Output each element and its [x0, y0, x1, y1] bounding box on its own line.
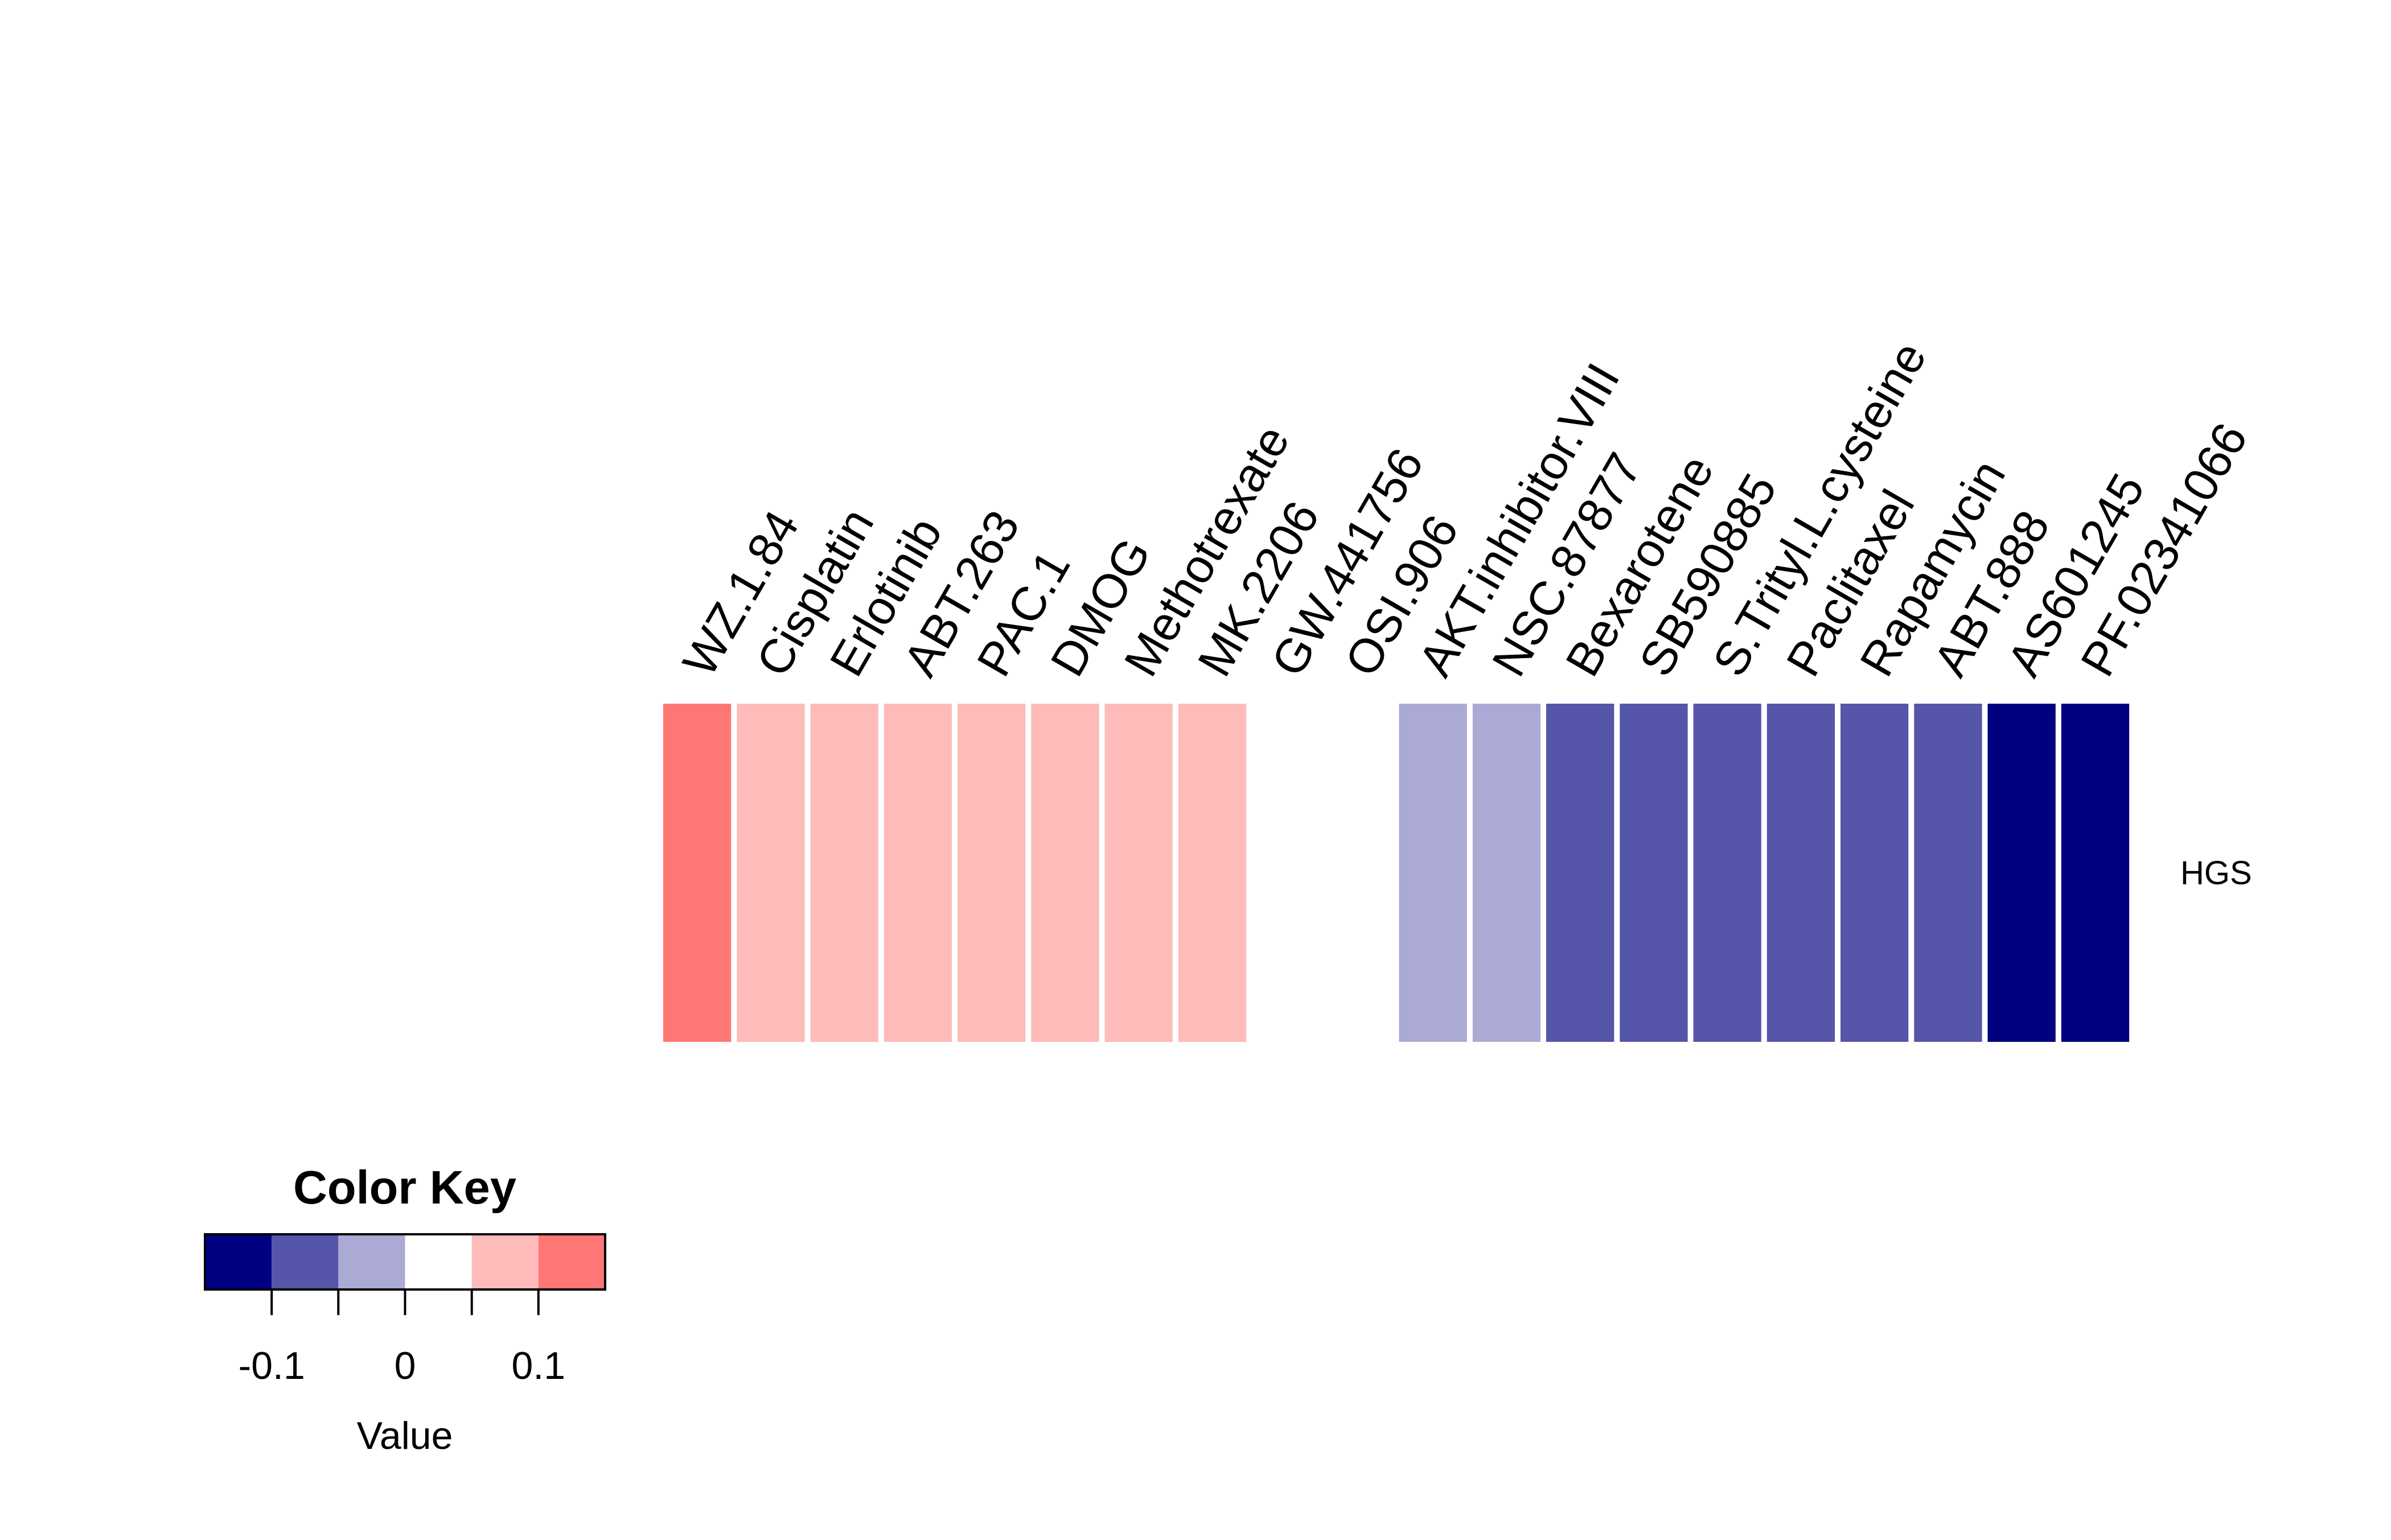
- column-labels: WZ.1.84CisplatinErlotinibABT.263PAC.1DMO…: [672, 333, 2258, 685]
- heatmap-cell: [2061, 704, 2130, 1042]
- color-key: Color Key -0.1 0 0.1 Value: [204, 1161, 606, 1457]
- color-key-ticks: -0.1 0 0.1: [239, 1290, 565, 1387]
- color-key-bin: [538, 1234, 605, 1290]
- color-key-tick-label: -0.1: [239, 1344, 305, 1387]
- heatmap-cell: [737, 704, 805, 1042]
- heatmap-cell: [663, 704, 732, 1042]
- heatmap-cell: [1325, 704, 1394, 1042]
- color-key-bin: [405, 1234, 472, 1290]
- heatmap-cell: [1766, 704, 1835, 1042]
- heatmap-cell: [1620, 704, 1688, 1042]
- row-label: HGS: [2180, 855, 2252, 892]
- heatmap-cell: [810, 704, 878, 1042]
- heatmap-cell: [884, 704, 952, 1042]
- color-key-bins: [204, 1233, 606, 1291]
- color-key-tick-label: 0: [395, 1344, 416, 1387]
- color-key-bin: [205, 1234, 272, 1290]
- heatmap-cell: [1252, 704, 1320, 1042]
- heatmap-cell: [1841, 704, 1909, 1042]
- heatmap-cell: [1987, 704, 2056, 1042]
- heatmap-cell: [1472, 704, 1541, 1042]
- color-key-title: Color Key: [293, 1161, 516, 1214]
- heatmap-cell: [1104, 704, 1173, 1042]
- row-labels: HGS: [2180, 855, 2252, 892]
- heatmap-cell: [1693, 704, 1761, 1042]
- heatmap-cell: [958, 704, 1026, 1042]
- color-key-bin: [272, 1234, 339, 1290]
- heatmap-cell: [1178, 704, 1247, 1042]
- color-key-bin: [471, 1234, 539, 1290]
- heatmap-cell: [1031, 704, 1099, 1042]
- color-key-tick-label: 0.1: [512, 1344, 566, 1387]
- heatmap-cell: [1546, 704, 1614, 1042]
- heatmap-cells: [663, 704, 2130, 1042]
- color-key-bin: [338, 1234, 405, 1290]
- color-key-axis-label: Value: [357, 1414, 453, 1457]
- heatmap-cell: [1399, 704, 1467, 1042]
- heatmap-cell: [1914, 704, 1982, 1042]
